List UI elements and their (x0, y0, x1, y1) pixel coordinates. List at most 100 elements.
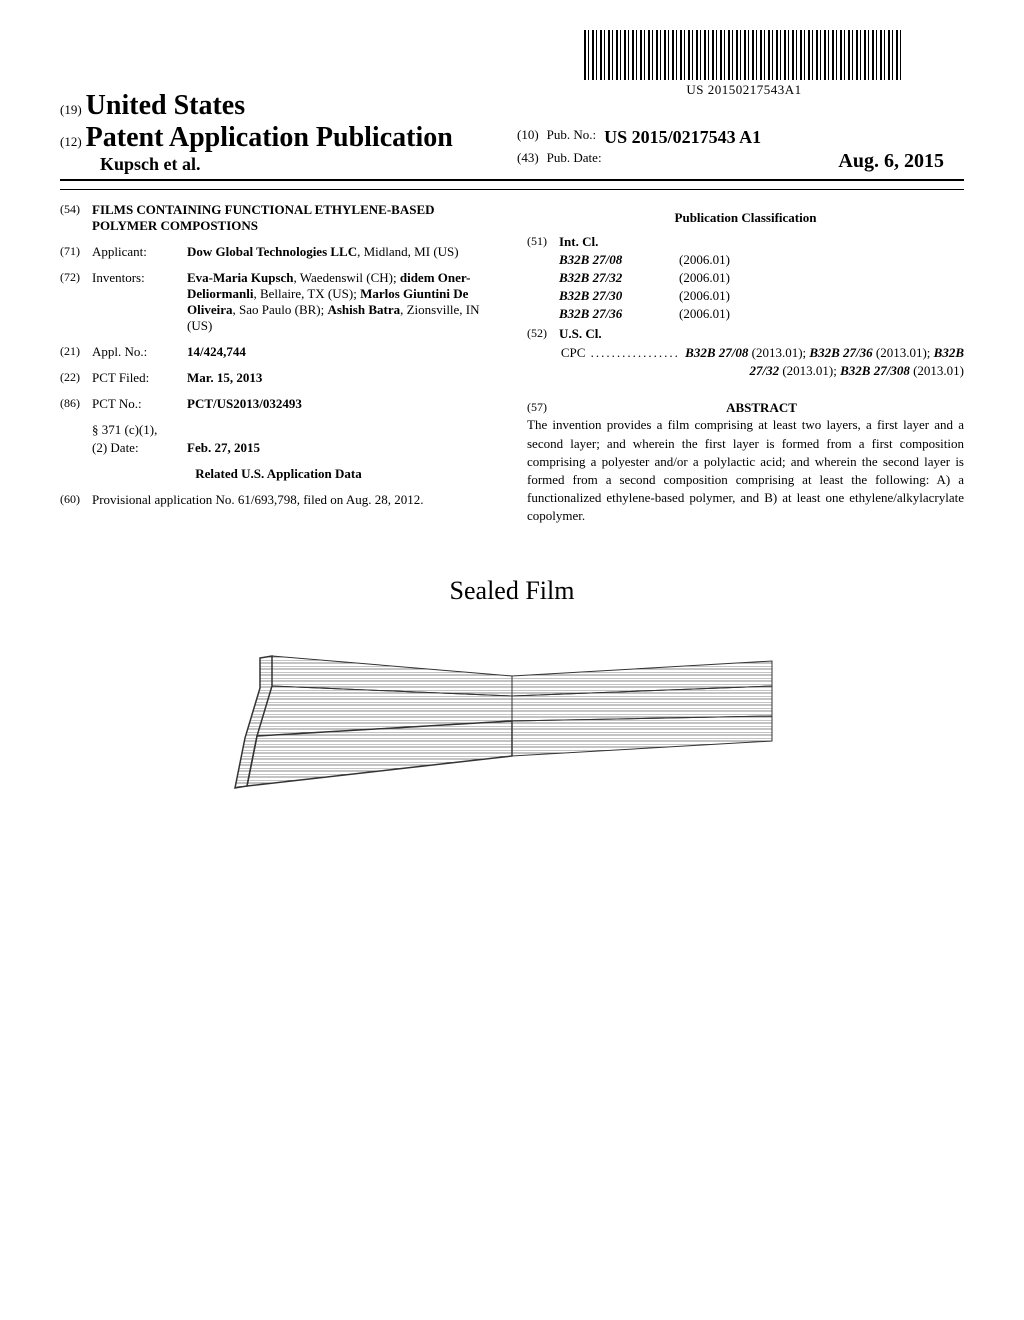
int-cl-1-code: B32B 27/32 (559, 270, 679, 286)
field-86-num: (86) (60, 396, 92, 412)
pub-no-prefix: (10) (517, 127, 539, 148)
related-data-heading: Related U.S. Application Data (60, 466, 497, 482)
pub-date-label: Pub. Date: (547, 150, 602, 173)
document-header: (19) United States (12) Patent Applicati… (60, 90, 964, 181)
content-columns: (54) FILMS CONTAINING FUNCTIONAL ETHYLEN… (60, 202, 964, 526)
abstract-heading: ABSTRACT (559, 400, 964, 416)
int-cl-0-code: B32B 27/08 (559, 252, 679, 268)
inventor-2-loc: , Bellaire, TX (US); (253, 286, 360, 301)
country-prefix: (19) (60, 102, 82, 117)
field-86-sub2: (2) Date: Feb. 27, 2015 (60, 440, 497, 456)
int-cl-2-version: (2006.01) (679, 288, 730, 304)
barcode-text: US 20150217543A1 (584, 82, 904, 98)
pub-date-value: Aug. 6, 2015 (838, 150, 964, 173)
int-cl-3-version: (2006.01) (679, 306, 730, 322)
cpc-1-date: (2013.01); (748, 345, 809, 360)
pub-no-label: Pub. No.: (547, 127, 596, 148)
field-52: (52) U.S. Cl. (527, 326, 964, 342)
int-cl-2-code: B32B 27/30 (559, 288, 679, 304)
field-72: (72) Inventors: Eva-Maria Kupsch, Waeden… (60, 270, 497, 334)
pub-title-prefix: (12) (60, 134, 82, 149)
barcode-section: US 20150217543A1 (584, 30, 904, 98)
field-86-sub2-value: Feb. 27, 2015 (187, 440, 260, 456)
right-column: Publication Classification (51) Int. Cl.… (527, 202, 964, 526)
field-86-sub1: § 371 (c)(1), (60, 422, 497, 438)
separator-line (60, 189, 964, 190)
field-22-label: PCT Filed: (92, 370, 187, 386)
pub-date-row: (43) Pub. Date: Aug. 6, 2015 (517, 150, 964, 173)
inventor-1-loc: , Waedenswil (CH); (294, 270, 400, 285)
header-right: (10) Pub. No.: US 2015/0217543 A1 (43) P… (507, 127, 964, 175)
field-71-value: Dow Global Technologies LLC, Midland, MI… (187, 244, 497, 260)
field-86-label: PCT No.: (92, 396, 187, 412)
field-51: (51) Int. Cl. (527, 234, 964, 250)
cpc-1: B32B 27/08 (685, 345, 748, 360)
field-21: (21) Appl. No.: 14/424,744 (60, 344, 497, 360)
pub-title-line: (12) Patent Application Publication (60, 122, 507, 154)
field-22: (22) PCT Filed: Mar. 15, 2013 (60, 370, 497, 386)
applicant-name: Dow Global Technologies LLC (187, 244, 357, 259)
cpc-4-date: (2013.01) (910, 363, 964, 378)
inventor-4: Ashish Batra (327, 302, 400, 317)
field-71: (71) Applicant: Dow Global Technologies … (60, 244, 497, 260)
int-cl-2: B32B 27/30 (2006.01) (527, 288, 964, 304)
field-52-label: U.S. Cl. (559, 326, 602, 342)
field-54-value: FILMS CONTAINING FUNCTIONAL ETHYLENE-BAS… (92, 202, 497, 234)
field-72-value: Eva-Maria Kupsch, Waedenswil (CH); didem… (187, 270, 497, 334)
abstract-text: The invention provides a film comprising… (527, 416, 964, 525)
cpc-line: CPC ................. B32B 27/08 (2013.0… (527, 344, 964, 380)
cpc-2: B32B 27/36 (809, 345, 872, 360)
field-22-value: Mar. 15, 2013 (187, 370, 497, 386)
int-cl-3: B32B 27/36 (2006.01) (527, 306, 964, 322)
pub-no-row: (10) Pub. No.: US 2015/0217543 A1 (517, 127, 964, 148)
figure-title: Sealed Film (60, 576, 964, 606)
field-21-num: (21) (60, 344, 92, 360)
field-72-label: Inventors: (92, 270, 187, 334)
field-54: (54) FILMS CONTAINING FUNCTIONAL ETHYLEN… (60, 202, 497, 234)
int-cl-0: B32B 27/08 (2006.01) (527, 252, 964, 268)
field-60: (60) Provisional application No. 61/693,… (60, 492, 497, 508)
country-line: (19) United States (60, 90, 507, 122)
int-cl-0-version: (2006.01) (679, 252, 730, 268)
inventor-1: Eva-Maria Kupsch (187, 270, 294, 285)
field-71-num: (71) (60, 244, 92, 260)
field-86-value: PCT/US2013/032493 (187, 396, 497, 412)
field-86-sub2-label: (2) Date: (92, 440, 187, 456)
field-51-num: (51) (527, 234, 559, 250)
int-cl-1-version: (2006.01) (679, 270, 730, 286)
field-60-num: (60) (60, 492, 92, 508)
pub-date-prefix: (43) (517, 150, 539, 173)
pub-no-value: US 2015/0217543 A1 (604, 127, 761, 148)
field-57-row: (57) ABSTRACT (527, 400, 964, 416)
field-51-label: Int. Cl. (559, 234, 598, 250)
pub-title: Patent Application Publication (86, 122, 453, 153)
field-52-num: (52) (527, 326, 559, 342)
cpc-3-date: (2013.01); (779, 363, 840, 378)
cpc-4: B32B 27/308 (840, 363, 910, 378)
classification-heading: Publication Classification (527, 210, 964, 226)
barcode (584, 30, 904, 80)
left-column: (54) FILMS CONTAINING FUNCTIONAL ETHYLEN… (60, 202, 497, 526)
field-86: (86) PCT No.: PCT/US2013/032493 (60, 396, 497, 412)
author-line: Kupsch et al. (60, 154, 507, 175)
cpc-2-date: (2013.01); (873, 345, 934, 360)
field-57-num: (57) (527, 400, 559, 416)
field-86-sub1-label: § 371 (c)(1), (92, 422, 187, 438)
cpc-dots: ................. (585, 345, 685, 360)
cpc-label: CPC (561, 345, 586, 360)
sealed-film-figure (212, 636, 812, 816)
field-22-num: (22) (60, 370, 92, 386)
applicant-location: , Midland, MI (US) (357, 244, 458, 259)
int-cl-1: B32B 27/32 (2006.01) (527, 270, 964, 286)
header-left: (19) United States (12) Patent Applicati… (60, 90, 507, 175)
field-60-value: Provisional application No. 61/693,798, … (92, 492, 497, 508)
field-54-num: (54) (60, 202, 92, 234)
field-21-value: 14/424,744 (187, 344, 497, 360)
field-21-label: Appl. No.: (92, 344, 187, 360)
figure-section: Sealed Film (60, 576, 964, 821)
field-71-label: Applicant: (92, 244, 187, 260)
field-72-num: (72) (60, 270, 92, 334)
inventor-3-loc: , Sao Paulo (BR); (233, 302, 328, 317)
country-name: United States (86, 90, 245, 121)
int-cl-3-code: B32B 27/36 (559, 306, 679, 322)
